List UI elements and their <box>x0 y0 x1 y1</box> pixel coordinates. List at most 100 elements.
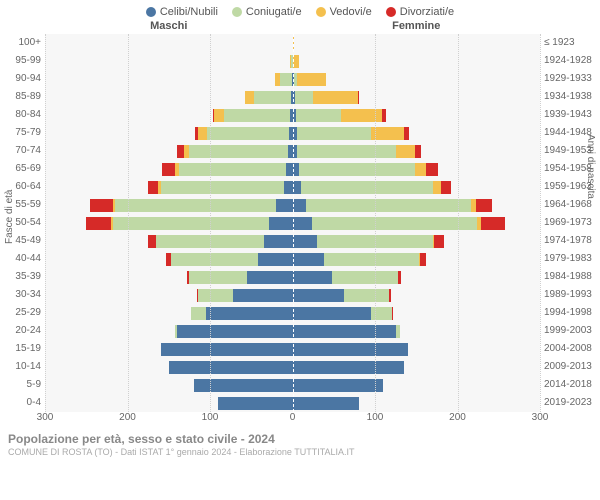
segment-celibi <box>293 181 301 194</box>
age-label: 50-54 <box>0 214 41 232</box>
segment-celibi <box>293 361 404 374</box>
pyramid-row <box>45 376 293 394</box>
pyramid-row <box>293 34 541 52</box>
footer-subtitle: COMUNE DI ROSTA (TO) - Dati ISTAT 1° gen… <box>8 447 592 457</box>
birth-year-label: 1994-1998 <box>544 304 600 322</box>
grid-line <box>540 34 541 412</box>
birth-year-label: 1944-1948 <box>544 124 600 142</box>
segment-vedovi <box>415 163 427 176</box>
segment-coniugati <box>191 307 206 320</box>
segment-coniugati <box>224 109 290 122</box>
segment-celibi <box>293 289 344 302</box>
pyramid-row <box>293 304 541 322</box>
segment-celibi <box>293 325 396 338</box>
pyramid-row <box>45 250 293 268</box>
segment-divorziati <box>162 163 175 176</box>
segment-celibi <box>284 181 292 194</box>
segment-celibi <box>286 163 293 176</box>
pyramid-row <box>45 88 293 106</box>
x-tick: 100 <box>202 412 219 423</box>
segment-celibi <box>161 343 293 356</box>
pyramid-row <box>293 160 541 178</box>
pyramid-row <box>45 34 293 52</box>
segment-coniugati <box>295 91 313 104</box>
pyramid-row <box>45 160 293 178</box>
segment-divorziati <box>420 253 427 266</box>
birth-year-label: 2009-2013 <box>544 358 600 376</box>
age-label: 65-69 <box>0 160 41 178</box>
age-label: 85-89 <box>0 88 41 106</box>
pyramid-row <box>45 322 293 340</box>
pyramid-row <box>293 124 541 142</box>
segment-vedovi <box>214 109 224 122</box>
column-headers: Maschi Femmine <box>0 20 600 34</box>
segment-vedovi <box>297 73 326 86</box>
x-ticks: 3002001000100200300 <box>45 412 540 426</box>
segment-divorziati <box>177 145 184 158</box>
pyramid-row <box>45 124 293 142</box>
birth-year-label: 1934-1938 <box>544 88 600 106</box>
segment-divorziati <box>415 145 422 158</box>
birth-year-label: 1984-1988 <box>544 268 600 286</box>
pyramid-row <box>293 286 541 304</box>
pyramid-row <box>45 142 293 160</box>
segment-coniugati <box>161 181 285 194</box>
segment-celibi <box>293 253 324 266</box>
segment-celibi <box>218 397 292 410</box>
segment-celibi <box>206 307 293 320</box>
pyramid-row <box>45 52 293 70</box>
center-line <box>293 34 294 412</box>
age-label: 10-14 <box>0 358 41 376</box>
age-label: 95-99 <box>0 52 41 70</box>
age-label: 30-34 <box>0 286 41 304</box>
pyramid-row <box>45 286 293 304</box>
pyramid-row <box>45 232 293 250</box>
segment-divorziati <box>476 199 493 212</box>
segment-coniugati <box>312 217 477 230</box>
grid-line <box>128 34 129 412</box>
segment-coniugati <box>171 253 258 266</box>
segment-celibi <box>247 271 292 284</box>
pyramid-row <box>293 52 541 70</box>
birth-year-label: 1999-2003 <box>544 322 600 340</box>
segment-coniugati <box>301 181 433 194</box>
segment-vedovi <box>198 127 206 140</box>
age-label: 5-9 <box>0 376 41 394</box>
segment-celibi <box>194 379 293 392</box>
age-label: 90-94 <box>0 70 41 88</box>
age-label: 80-84 <box>0 106 41 124</box>
segment-coniugati <box>189 271 247 284</box>
pyramid-row <box>45 70 293 88</box>
segment-divorziati <box>434 235 444 248</box>
segment-coniugati <box>297 145 396 158</box>
legend-item-vedovi: Vedovi/e <box>316 6 372 18</box>
pyramid-row <box>293 376 541 394</box>
segment-celibi <box>233 289 292 302</box>
legend-label: Coniugati/e <box>246 6 302 18</box>
grid-line <box>375 34 376 412</box>
segment-coniugati <box>324 253 419 266</box>
pyramid-row <box>45 340 293 358</box>
birth-year-label: 1959-1963 <box>544 178 600 196</box>
footer-title: Popolazione per età, sesso e stato civil… <box>8 432 592 446</box>
segment-coniugati <box>113 217 270 230</box>
segment-celibi <box>293 271 333 284</box>
birth-year-label: 2019-2023 <box>544 394 600 412</box>
segment-divorziati <box>404 127 409 140</box>
birth-year-label: 1964-1968 <box>544 196 600 214</box>
segment-vedovi <box>245 91 253 104</box>
segment-coniugati <box>299 163 415 176</box>
legend-item-celibi: Celibi/Nubili <box>146 6 218 18</box>
x-tick: 100 <box>367 412 384 423</box>
segment-celibi <box>264 235 293 248</box>
pyramid-row <box>45 106 293 124</box>
pyramid-row <box>293 322 541 340</box>
pyramid-row <box>293 340 541 358</box>
male-half <box>45 34 293 412</box>
birth-year-label: 1954-1958 <box>544 160 600 178</box>
birth-year-label: 2004-2008 <box>544 340 600 358</box>
birth-year-label: 1974-1978 <box>544 232 600 250</box>
segment-celibi <box>177 325 293 338</box>
segment-divorziati <box>86 217 111 230</box>
pyramid-row <box>293 394 541 412</box>
